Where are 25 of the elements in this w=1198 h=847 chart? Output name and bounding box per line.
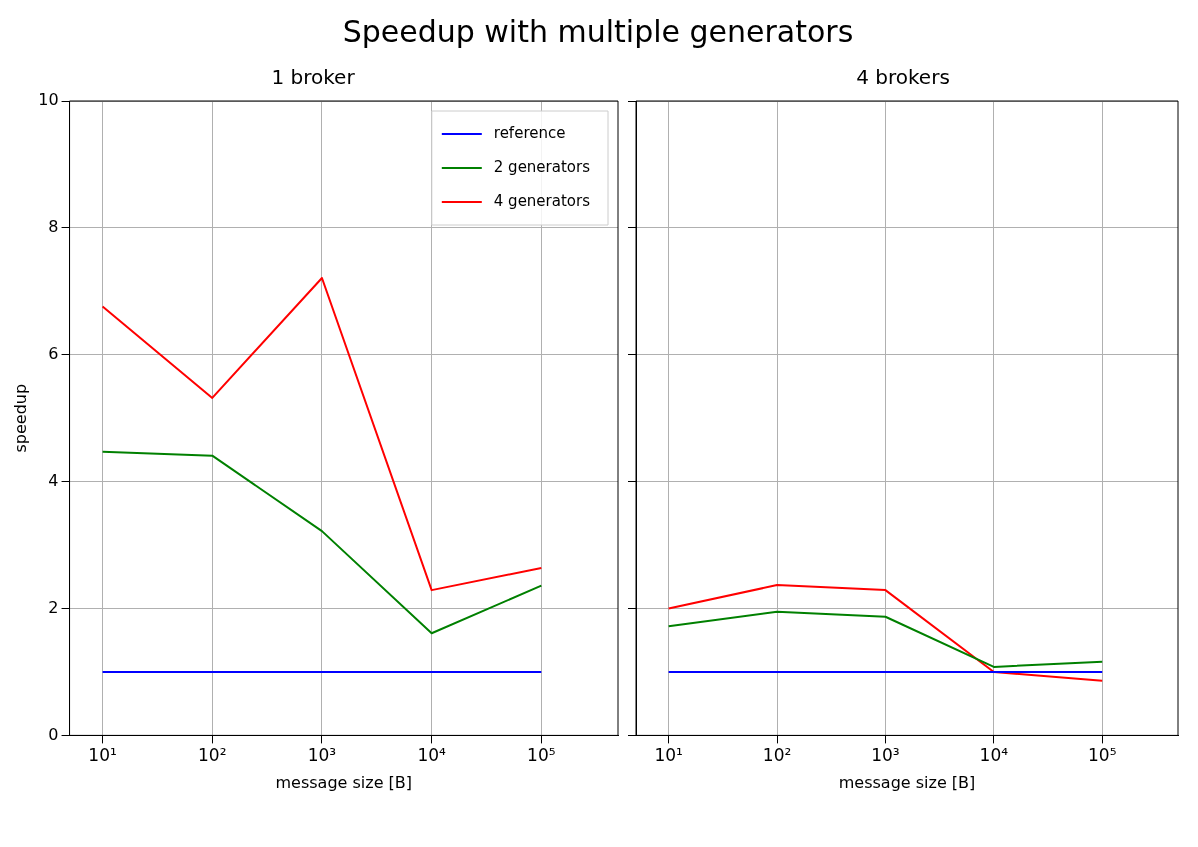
- x-tick-label: 10⁴: [417, 745, 447, 766]
- x-axis-title: message size [B]: [838, 772, 976, 792]
- y-tick-label: 4: [48, 470, 59, 490]
- y-tick-label: 0: [48, 724, 59, 744]
- chart-subtitle: 1 broker: [271, 65, 356, 90]
- x-tick-label: 10¹: [88, 745, 117, 766]
- x-axis-title: message size [B]: [275, 772, 413, 792]
- chart-title: Speedup with multiple generators: [341, 14, 855, 49]
- x-tick-label: 10⁵: [527, 745, 556, 766]
- chart-subtitle: 4 brokers: [856, 65, 950, 90]
- x-tick-label: 10²: [762, 745, 792, 766]
- x-tick-label: 10³: [871, 745, 900, 766]
- legend-label: 4 generators: [493, 191, 591, 210]
- y-tick-label: 2: [48, 597, 59, 617]
- x-tick-label: 10²: [198, 745, 227, 766]
- legend-label: 2 generators: [493, 157, 591, 176]
- x-tick-label: 10⁴: [979, 745, 1009, 766]
- x-tick-label: 10⁵: [1088, 745, 1117, 766]
- y-tick-label: 10: [38, 90, 59, 110]
- x-tick-label: 10³: [307, 745, 337, 766]
- y-tick-label: 8: [48, 217, 59, 237]
- y-axis-title: speedup: [10, 383, 30, 453]
- y-tick-label: 6: [48, 343, 59, 363]
- legend-label: reference: [493, 123, 566, 142]
- x-tick-label: 10¹: [654, 745, 683, 766]
